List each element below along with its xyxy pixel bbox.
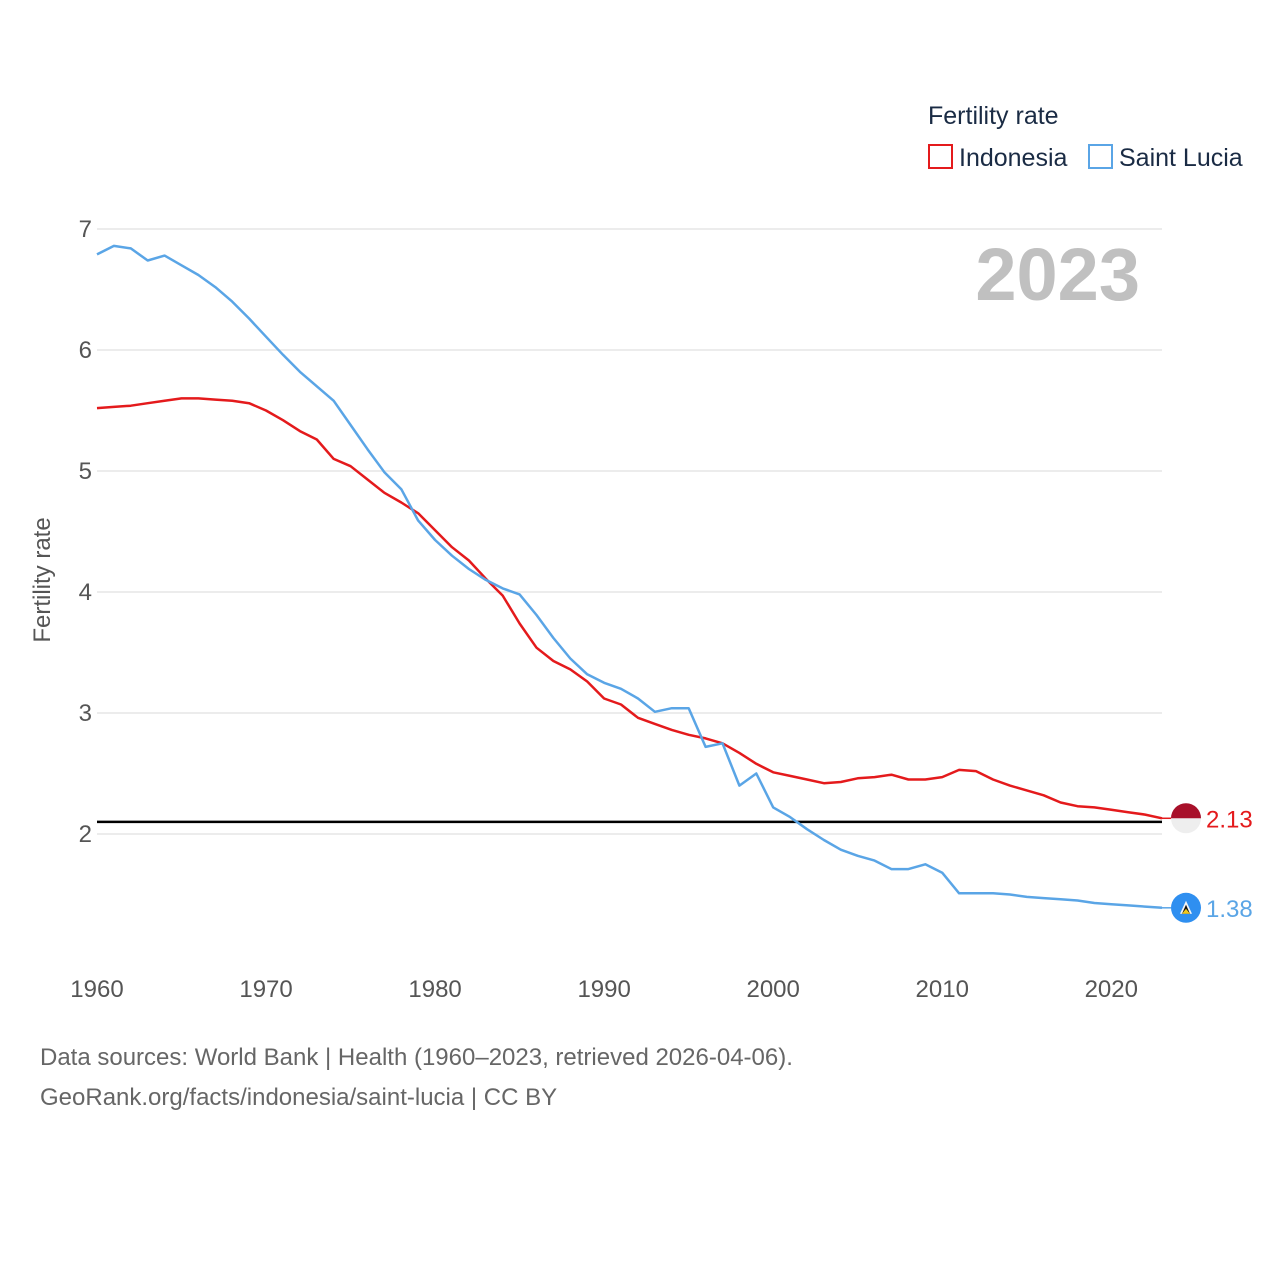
end-value-label-indonesia: 2.13 (1206, 806, 1253, 833)
legend-swatch-indonesia (928, 144, 953, 169)
x-tick-label: 1980 (408, 976, 461, 1003)
y-tick-label: 5 (79, 458, 92, 485)
chart-title-year: 2023 (975, 233, 1140, 316)
x-axis-ticks: 1960 1970 1980 1990 2000 2010 2020 (70, 976, 1138, 1003)
legend-swatch-saint-lucia (1088, 144, 1113, 169)
series-lines (96, 244, 1163, 910)
legend-title: Fertility rate (928, 102, 1059, 130)
legend-label-saint-lucia: Saint Lucia (1119, 144, 1243, 172)
y-axis-label: Fertility rate (29, 517, 56, 642)
x-tick-label: 2010 (916, 976, 969, 1003)
indonesia-flag-icon (1171, 803, 1201, 834)
y-tick-label: 2 (79, 821, 92, 848)
footer-sources: Data sources: World Bank | Health (1960–… (40, 1044, 793, 1071)
legend-item-saint-lucia[interactable]: Saint Lucia (1088, 144, 1243, 172)
series-line-saint-lucia (96, 244, 1163, 910)
x-tick-label: 2000 (746, 976, 799, 1003)
x-tick-label: 1990 (577, 976, 630, 1003)
y-tick-label: 3 (79, 700, 92, 727)
y-tick-label: 6 (79, 337, 92, 364)
x-tick-label: 2020 (1085, 976, 1138, 1003)
series-line-indonesia (96, 397, 1163, 820)
grid-lines (97, 228, 1162, 835)
end-markers: 2.13 1.38 (1162, 803, 1253, 923)
y-axis-ticks: 2 3 4 5 6 7 (79, 216, 92, 848)
saint-lucia-flag-icon (1171, 892, 1201, 923)
legend-item-indonesia[interactable]: Indonesia (928, 144, 1068, 172)
end-value-label-saint-lucia: 1.38 (1206, 896, 1253, 923)
legend-label-indonesia: Indonesia (959, 144, 1068, 172)
legend: Fertility rate Indonesia Saint Lucia (928, 102, 1243, 172)
y-tick-label: 7 (79, 216, 92, 243)
x-tick-label: 1960 (70, 976, 123, 1003)
y-tick-label: 4 (79, 579, 92, 606)
x-tick-label: 1970 (239, 976, 292, 1003)
footer-attribution[interactable]: GeoRank.org/facts/indonesia/saint-lucia … (40, 1084, 558, 1111)
